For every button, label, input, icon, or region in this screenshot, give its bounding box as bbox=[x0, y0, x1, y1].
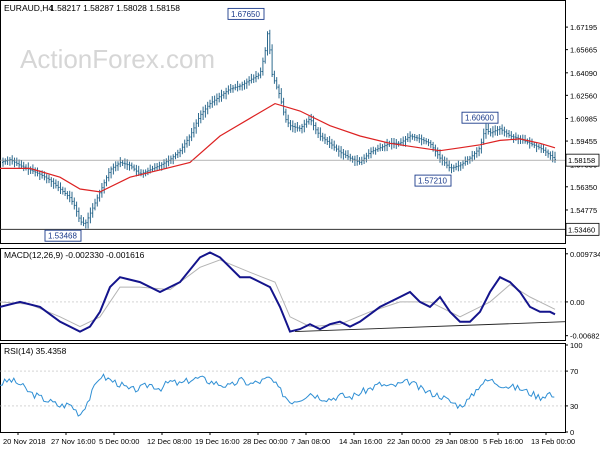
price-header-ohlc: 1.58217 1.58287 1.58028 1.58158 bbox=[50, 3, 180, 13]
macd-tick-label: 0.009734 bbox=[570, 250, 600, 259]
rsi-panel: 100 70 30 0 bbox=[0, 341, 583, 437]
watermark: ActionForex.com bbox=[20, 44, 215, 74]
x-axis-tick-label: 19 Dec 16:00 bbox=[195, 437, 240, 446]
current-price-box bbox=[565, 153, 600, 167]
rsi-line bbox=[0, 373, 555, 417]
moving-average-line bbox=[0, 102, 556, 193]
macd-signal-line bbox=[0, 259, 556, 328]
x-axis-tick-label: 27 Nov 16:00 bbox=[51, 437, 96, 446]
price-tick-label: 1.56350 bbox=[570, 183, 597, 192]
macd-line bbox=[0, 251, 556, 333]
macd-header: MACD(12,26,9) -0.002330 -0.001616 bbox=[4, 250, 145, 260]
price-annotation-box bbox=[461, 111, 499, 124]
rsi-header: RSI(14) 35.4358 bbox=[4, 346, 67, 356]
x-axis-tick-label: 29 Jan 08:00 bbox=[435, 437, 478, 446]
price-header-symbol: EURAUD,H4 bbox=[4, 3, 53, 13]
price-annotation-label: 1.60600 bbox=[465, 114, 494, 123]
x-axis-tick-label: 12 Dec 08:00 bbox=[147, 437, 192, 446]
x-axis-tick-label: 13 Feb 00:00 bbox=[531, 437, 575, 446]
current-price-label: 1.58158 bbox=[568, 156, 595, 165]
price-panel-frame bbox=[0, 0, 566, 244]
price-tick-label: 1.64090 bbox=[570, 69, 597, 78]
price-panel: 1.67195 1.65665 1.64090 1.62560 1.60985 1.594… bbox=[0, 7, 600, 242]
x-axis-tick-label: 14 Jan 16:00 bbox=[339, 437, 382, 446]
x-axis-tick-label: 22 Jan 00:00 bbox=[387, 437, 430, 446]
rsi-tick-label: 0 bbox=[570, 428, 574, 437]
price-tick-label: 1.59455 bbox=[570, 137, 597, 146]
price-tick-label: 1.65665 bbox=[570, 46, 597, 55]
price-annotation-label: 1.67650 bbox=[231, 10, 260, 19]
rsi-tick-label: 30 bbox=[570, 402, 578, 411]
x-axis-tick-label: 7 Jan 08:00 bbox=[291, 437, 330, 446]
x-axis: 20 Nov 2018 27 Nov 16:00 5 Dec 00:00 12 Dec… bbox=[3, 432, 575, 446]
macd-tick-label: 0.00 bbox=[570, 298, 585, 307]
rsi-tick-label: 70 bbox=[570, 367, 578, 376]
macd-tick-label: -0.006826 bbox=[570, 332, 600, 341]
price-annotation-label: 1.53468 bbox=[48, 232, 77, 241]
macd-trendline bbox=[294, 321, 566, 333]
price-tick-label: 1.62560 bbox=[570, 91, 597, 100]
price-annotation-box bbox=[44, 229, 82, 242]
price-tick-label: 1.60985 bbox=[570, 115, 597, 124]
price-annotation-box bbox=[414, 174, 452, 187]
support-price-label: 1.53460 bbox=[568, 225, 595, 234]
price-tick-label: 1.54775 bbox=[570, 206, 597, 215]
x-axis-tick-label: 20 Nov 2018 bbox=[3, 437, 46, 446]
rsi-tick-label: 100 bbox=[570, 341, 583, 350]
x-axis-tick-label: 5 Feb 16:00 bbox=[483, 437, 523, 446]
macd-panel: 0.009734 0.00 -0.006826 bbox=[0, 250, 600, 341]
price-annotation-box bbox=[227, 7, 265, 20]
price-tick-label: 1.67195 bbox=[570, 23, 597, 32]
x-axis-tick-label: 5 Dec 00:00 bbox=[99, 437, 139, 446]
macd-panel-frame bbox=[0, 248, 566, 341]
rsi-panel-frame bbox=[0, 343, 566, 433]
x-axis-tick-label: 28 Dec 00:00 bbox=[243, 437, 288, 446]
price-annotation-label: 1.57210 bbox=[418, 177, 447, 186]
support-price-box bbox=[565, 222, 600, 236]
